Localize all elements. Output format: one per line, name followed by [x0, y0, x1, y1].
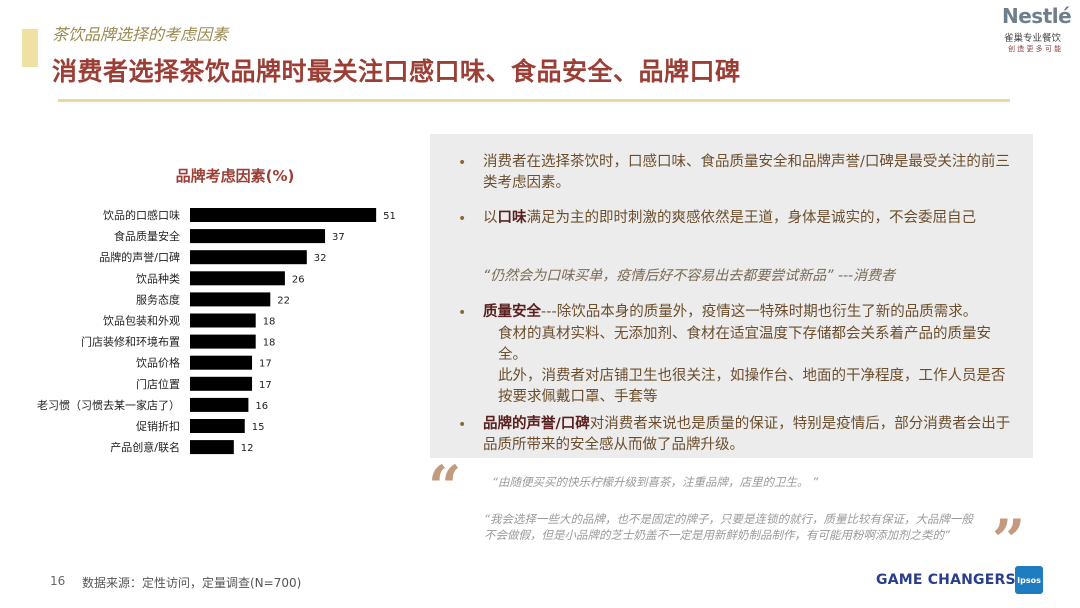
bullet-marker: •: [458, 417, 467, 433]
category-label: 品牌的声誉/口碑: [99, 250, 180, 264]
category-label: 老习惯（习惯去某一家店了）: [37, 398, 180, 412]
data-label: 37: [332, 232, 345, 243]
category-label: 饮品包装和外观: [103, 315, 180, 328]
category-label: 门店位置: [136, 377, 180, 391]
data-label: 32: [314, 253, 327, 264]
bullet-marker: •: [458, 211, 467, 227]
data-label: 17: [259, 380, 272, 391]
logo-tagline: 创 造 更 多 可 能: [1008, 45, 1062, 53]
data-label: 17: [259, 359, 272, 370]
citation-2: “我会选择一些大的品牌，也不是固定的牌子，只要是连锁的就行，质量比较有保证，大品…: [484, 512, 973, 542]
page-title: 消费者选择茶饮品牌时最关注口感口味、食品安全、品牌口碑: [52, 57, 741, 86]
nestle-logo: Nestlé 雀巢专业餐饮 创 造 更 多 可 能: [1002, 4, 1074, 54]
insight-bullet-4: 品牌的声誉/口碑对消费者来说也是质量的保证，特别是疫情后，部分消费者会出于品质所…: [483, 416, 1011, 453]
bar: [190, 229, 326, 244]
insight-bullet-3-detail-1: 食材的真材实料、无添加剂、食材在适宜温度下存储都会关系着产品的质量安全。: [498, 326, 991, 363]
insight-bullet-3: 质量安全---除饮品本身的质量外，疫情这一特殊时期也衍生了新的品质需求。: [483, 304, 978, 320]
consumer-quote: “仍然会为口味买单，疫情后好不容易出去都要尝试新品” ---消费者: [483, 268, 896, 284]
bar: [190, 313, 256, 328]
bar: [190, 397, 249, 412]
section-accent-bar: [22, 29, 38, 67]
category-label: 饮品种类: [136, 271, 180, 285]
bar: [190, 271, 285, 286]
bar: [190, 334, 256, 349]
game-changers-logo: GAME CHANGERS: [876, 572, 1016, 588]
category-label: 饮品的口感口味: [103, 208, 180, 222]
bar-chart: 饮品的口感口味 51 食品质量安全 37 品牌的声誉/口碑 32 饮品种类 26 服务态度 22 饮…: [37, 208, 396, 455]
bar: [190, 440, 234, 455]
bar: [190, 419, 245, 433]
data-label: 15: [252, 422, 265, 433]
bar: [190, 292, 271, 307]
logo-sub: 雀巢专业餐饮: [1004, 33, 1062, 44]
data-label: 26: [292, 274, 305, 285]
data-label: 12: [241, 443, 254, 454]
bar: [190, 355, 253, 370]
bar: [190, 208, 377, 222]
open-quote-icon: “: [428, 453, 462, 521]
citation-1: “由随便买买的快乐柠檬升级到喜茶，注重品牌，店里的卫生。 ”: [492, 475, 819, 489]
data-label: 16: [255, 401, 268, 412]
bullet-marker: •: [458, 155, 467, 171]
title-divider: [58, 99, 1010, 102]
insight-panel: [430, 134, 1033, 458]
bar: [190, 376, 253, 391]
data-source: 数据来源：定性访问，定量调查(N=700): [82, 576, 302, 590]
insight-bullet-3-detail-2: 此外，消费者对店铺卫生也很关注，如操作台、地面的干净程度，工作人员是否按要求佩戴…: [498, 368, 1006, 405]
category-label: 饮品价格: [136, 356, 180, 370]
insight-bullet-2: 以口味满足为主的即时刺激的爽感依然是王道，身体是诚实的，不会委屈自己: [483, 210, 976, 226]
data-label: 51: [383, 211, 396, 222]
bar: [190, 250, 307, 265]
chart-title: 品牌考虑因素(%): [175, 167, 295, 185]
category-label: 服务态度: [136, 292, 180, 306]
close-quote-icon: ”: [992, 507, 1026, 575]
category-label: 促销折扣: [136, 419, 180, 433]
data-label: 18: [263, 317, 276, 328]
page-number: 16: [50, 574, 66, 588]
section-title: 茶饮品牌选择的考虑因素: [52, 25, 229, 44]
ipsos-logo: Ipsos: [1015, 566, 1043, 594]
insight-bullet-1: 消费者在选择茶饮时，口感口味、食品质量安全和品牌声誉/口碑是最受关注的前三类考虑…: [483, 154, 1010, 191]
data-label: 18: [263, 338, 276, 349]
data-label: 22: [277, 295, 290, 306]
category-label: 食品质量安全: [114, 229, 180, 243]
bullet-marker: •: [458, 305, 467, 321]
category-label: 产品创意/联名: [110, 440, 180, 454]
logo-name: Nestlé: [1002, 4, 1072, 28]
category-label: 门店装修和环境布置: [81, 335, 180, 349]
